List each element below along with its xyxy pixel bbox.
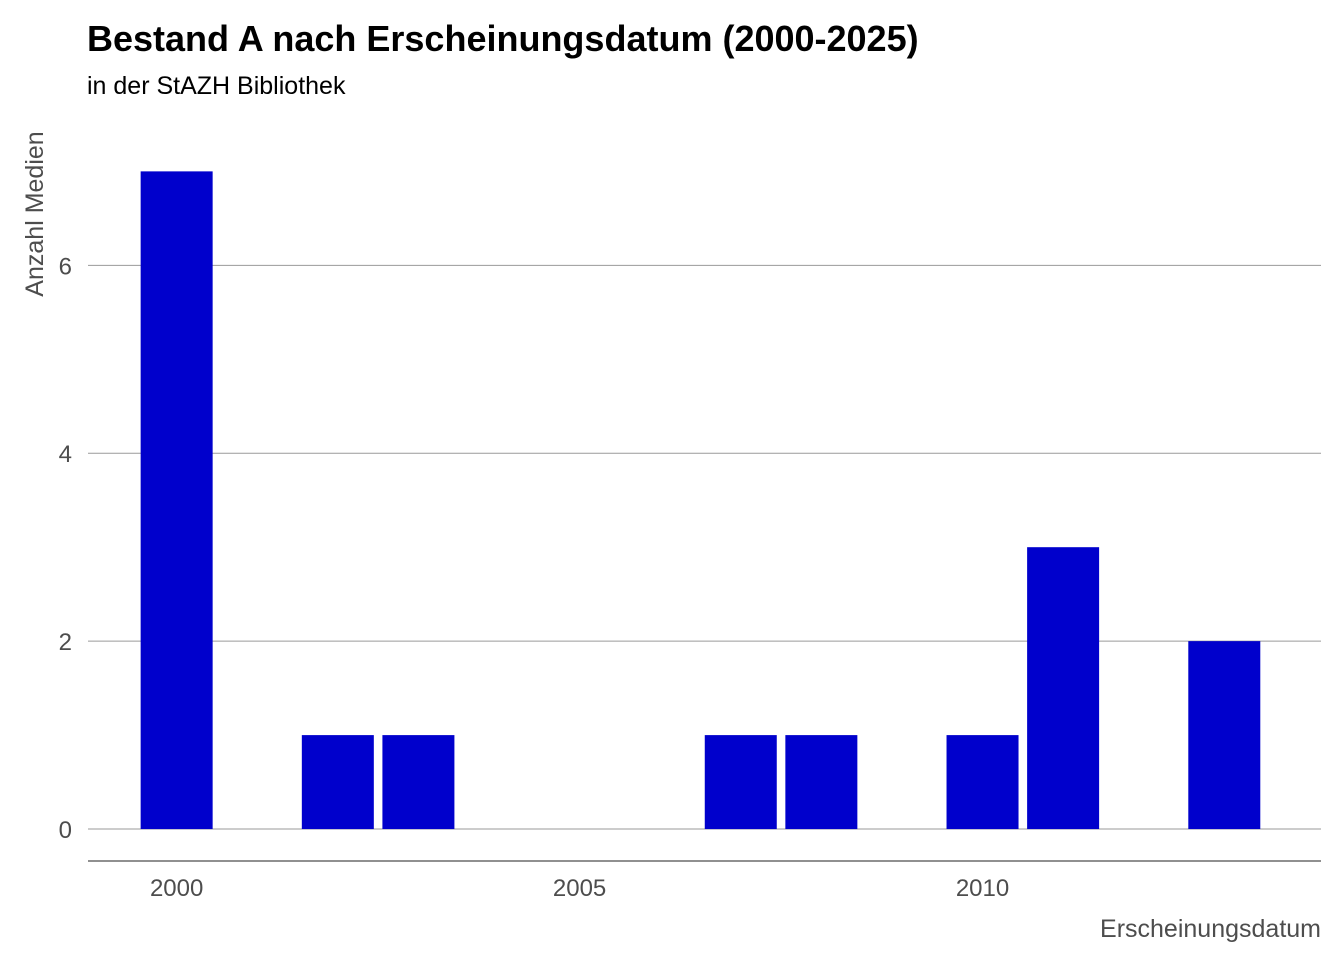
bar-2010 bbox=[946, 735, 1019, 830]
y-tick-label-2: 2 bbox=[59, 629, 72, 656]
x-tick-labels: 2000 2005 2010 bbox=[150, 875, 1009, 902]
chart-title: Bestand A nach Erscheinungsdatum (2000-2… bbox=[87, 18, 919, 59]
x-tick-label-2010: 2010 bbox=[956, 875, 1009, 902]
y-tick-label-4: 4 bbox=[59, 441, 72, 468]
y-axis-title: Anzahl Medien bbox=[21, 131, 49, 296]
gridlines bbox=[88, 264, 1321, 830]
chart-subtitle: in der StAZH Bibliothek bbox=[87, 72, 346, 100]
y-tick-labels: 0 2 4 6 bbox=[59, 253, 72, 844]
x-tick-label-2005: 2005 bbox=[553, 875, 606, 902]
bars bbox=[140, 171, 1261, 830]
y-tick-label-0: 0 bbox=[59, 817, 72, 844]
bar-2013 bbox=[1188, 641, 1261, 830]
bar-2003 bbox=[382, 735, 455, 830]
bar-2011 bbox=[1027, 547, 1100, 830]
x-tick-label-2000: 2000 bbox=[150, 875, 203, 902]
bar-2000 bbox=[140, 171, 213, 830]
bar-2007 bbox=[704, 735, 777, 830]
bar-2008 bbox=[785, 735, 858, 830]
x-axis-title: Erscheinungsdatum bbox=[1100, 915, 1321, 943]
y-tick-label-6: 6 bbox=[59, 253, 72, 280]
bar-2002 bbox=[301, 735, 374, 830]
